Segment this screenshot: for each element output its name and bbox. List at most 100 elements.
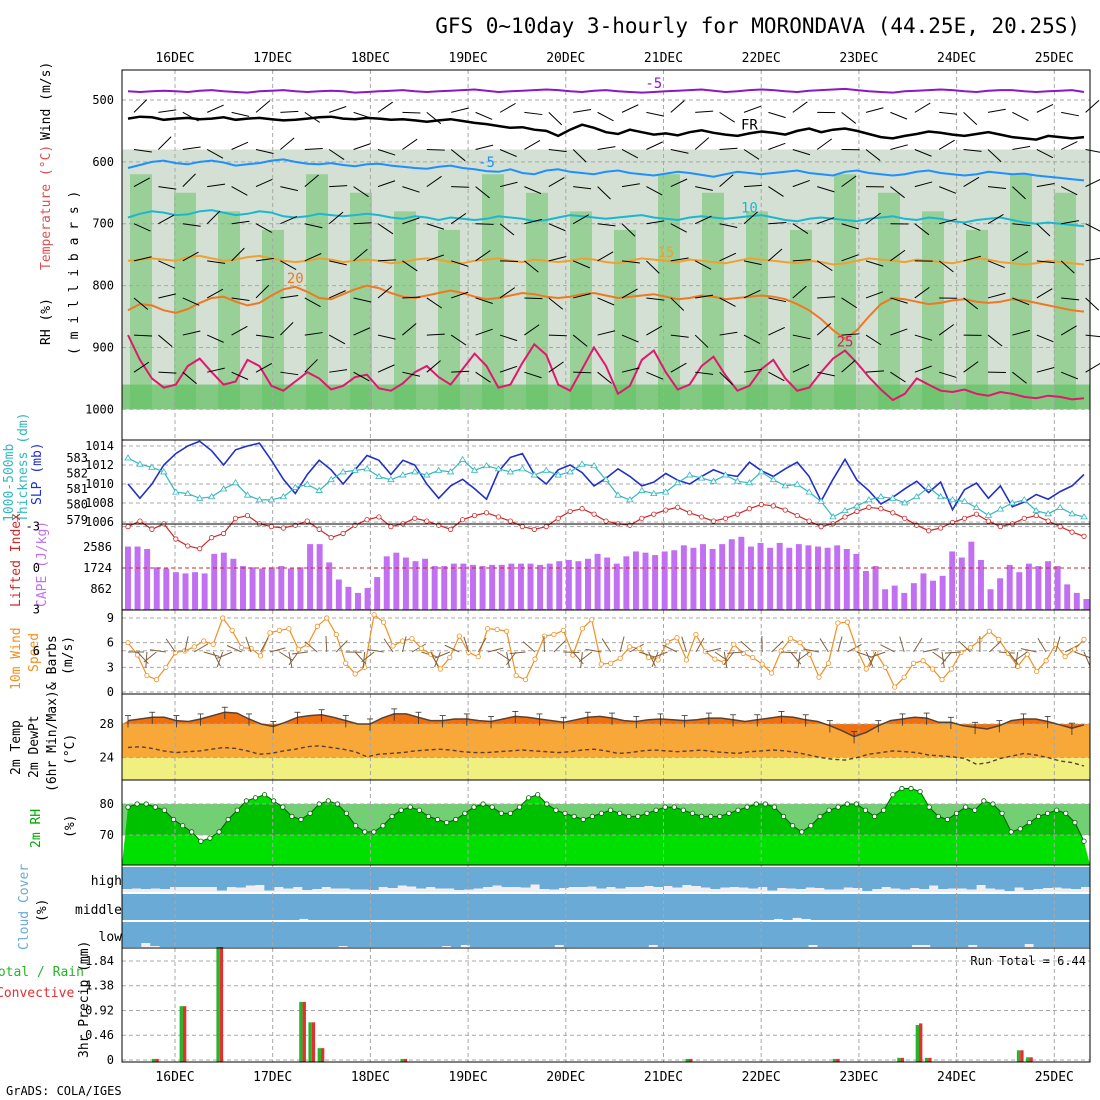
upper-wind-barb (499, 334, 518, 342)
wind10-point (901, 674, 907, 680)
upper-wind-barb (255, 284, 270, 299)
cape-bar (278, 566, 285, 610)
thickness-point (303, 480, 311, 487)
cloud-cell (657, 922, 668, 947)
wind10-point (986, 628, 992, 634)
upper-wind-barb (768, 371, 785, 382)
upper-wind-barb (938, 324, 955, 336)
upper-wind-barb (206, 334, 224, 343)
wind10-point (911, 660, 917, 666)
wind10-point (276, 627, 283, 633)
cape-bar (335, 579, 342, 610)
cloud-cell (871, 867, 882, 889)
rh2m-point (325, 798, 331, 804)
rh2m-point (125, 804, 131, 810)
cloud-cell (976, 867, 987, 885)
cloud-cell (206, 922, 217, 947)
thickness-point (243, 491, 252, 498)
rh2m-point (489, 804, 495, 810)
cape-bar (728, 539, 735, 610)
wind10-point (769, 670, 775, 676)
precip-convective-bar (320, 1048, 325, 1062)
wind10-point (456, 633, 462, 639)
wind10-point (967, 645, 974, 651)
upper-wind-barb (329, 260, 347, 266)
lifted-index-point (412, 515, 418, 521)
date-label-bottom: 24DEC (937, 1070, 976, 1085)
lifted-index-point (388, 523, 394, 530)
rh2m-point (198, 838, 204, 844)
cloud-cell (704, 922, 715, 947)
upper-wind-barb (304, 174, 319, 187)
upper-wind-barb (133, 99, 148, 113)
cloud-cell (479, 922, 490, 947)
wind10-barb (1055, 636, 1061, 653)
cloud-cell (801, 894, 812, 919)
cloud-cell (798, 922, 809, 947)
thickness-point (339, 468, 347, 475)
upper-wind-barb (1060, 260, 1075, 274)
lifted-index-point (280, 525, 286, 531)
thickness-point (901, 499, 909, 506)
thickness-point (757, 468, 766, 475)
wind10-point (882, 664, 888, 670)
cloud-cell (188, 867, 199, 887)
cloud-cell (950, 894, 961, 920)
lifted-index-point (663, 507, 669, 513)
cloud-cell (661, 894, 672, 920)
thickness-point (948, 496, 957, 503)
lifted-index-point (579, 506, 585, 512)
upper-wind-barb (621, 149, 639, 159)
upper-wind-barb (890, 186, 905, 199)
cloud-cell (559, 894, 570, 920)
cloud-cell (1024, 894, 1035, 920)
upper-wind-barb (573, 371, 592, 374)
wind10-barb (509, 651, 526, 655)
cape-bar (537, 564, 544, 610)
lifted-index-point (926, 528, 932, 534)
upper-wind-barb (304, 359, 318, 373)
upper-wind-barb (1036, 104, 1054, 113)
wind10-barb (430, 651, 439, 667)
upper-wind-barb (1036, 367, 1055, 373)
wind10-barb (869, 651, 877, 667)
wind10-point (863, 666, 869, 672)
cloud-cell (751, 922, 762, 947)
temp2m-label: 2m Temp (9, 720, 24, 775)
rh2m-line (127, 788, 1085, 842)
thickness-point (566, 468, 574, 475)
cloud-cell (215, 894, 225, 920)
cloud-cell (385, 922, 396, 947)
cloud-cell (996, 922, 1006, 947)
pressure-tick: 1000 (85, 402, 114, 416)
cloud-cell (1033, 867, 1044, 889)
precip-convective-bar (219, 947, 224, 1062)
upper-wind-barb (670, 100, 685, 113)
wind10-barb (193, 643, 209, 653)
cloud-cell (319, 922, 330, 947)
rh2m-point (808, 823, 814, 829)
cape-bar (652, 555, 659, 610)
upper-wind-barb (890, 249, 906, 262)
upper-wind-barb (694, 334, 709, 348)
cloud-cell (902, 922, 912, 947)
upper-wind-barb (694, 215, 712, 225)
thickness-point (590, 461, 598, 469)
rh2m-point (271, 798, 277, 804)
wind10-barb (638, 651, 655, 658)
upper-wind-barb (939, 111, 958, 115)
credit-label: GrADS: COLA/IGES (6, 1084, 122, 1098)
rh2m-point (343, 810, 350, 816)
upper-wind-barb (1012, 186, 1026, 200)
cloud-cell (587, 867, 598, 887)
cloud-cell (629, 922, 640, 947)
rh2m-point (225, 816, 231, 823)
wind10-barb (245, 636, 252, 653)
upper-wind-barb (914, 149, 932, 157)
wind10-barb (288, 651, 299, 666)
upper-wind-barb (890, 144, 908, 150)
upper-wind-barb (865, 291, 884, 299)
date-label-top: 20DEC (546, 51, 585, 66)
isotherm-line (127, 254, 1085, 266)
cloud-cell (610, 922, 621, 947)
